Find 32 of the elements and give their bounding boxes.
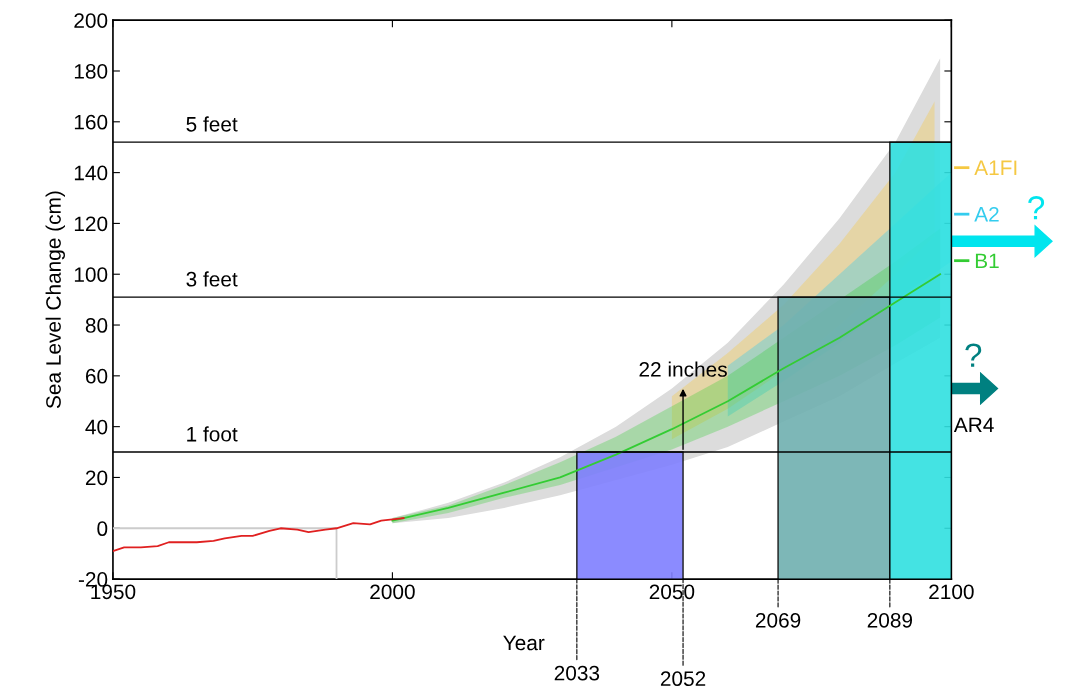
y-tick-label: 160 (74, 114, 108, 130)
text: 2052 (660, 671, 706, 687)
y-tick-label: 100 (74, 267, 108, 282)
text: 2033 (554, 665, 600, 681)
y-tick-label: 180 (74, 63, 108, 79)
y-tick-label: 120 (74, 216, 108, 232)
x-tick-label: 2100 (929, 584, 974, 600)
y-tick-label: 20 (85, 470, 108, 486)
y-tick-label: 60 (85, 368, 108, 384)
legend-label: A2 (974, 206, 999, 222)
x-tick-label: 2000 (370, 584, 415, 600)
y-tick-label: 80 (85, 318, 108, 333)
x-axis-title: Year (503, 635, 545, 651)
y-axis-title: Sea Level Change (cm) (45, 191, 65, 409)
ref-line-label: 5 feet (186, 116, 238, 132)
y-tick-label: 200 (74, 13, 108, 28)
text: 2089 (867, 612, 913, 628)
legend-label: B1 (975, 253, 999, 268)
y-tick-label: 0 (97, 521, 108, 537)
ref-line-label: 3 feet (186, 271, 238, 287)
ref-line-label: 1 foot (187, 426, 238, 442)
text: ? (965, 343, 982, 367)
line-series (112, 517, 405, 553)
text: AR4 (953, 417, 994, 433)
x-tick-label: 2050 (649, 584, 695, 600)
text: 2069 (755, 612, 801, 628)
text: ? (1028, 196, 1045, 220)
y-tick-label: 140 (74, 165, 108, 181)
y-tick-label: 40 (85, 419, 108, 435)
annotation: 22 inches (639, 361, 727, 377)
legend-label: A1FI (974, 160, 1017, 175)
line-series (391, 273, 942, 522)
